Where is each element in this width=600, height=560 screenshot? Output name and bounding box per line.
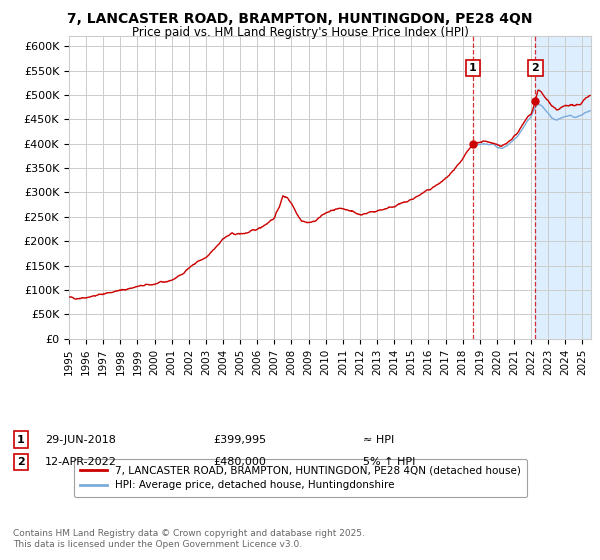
Legend: 7, LANCASTER ROAD, BRAMPTON, HUNTINGDON, PE28 4QN (detached house), HPI: Average: 7, LANCASTER ROAD, BRAMPTON, HUNTINGDON,… <box>74 459 527 497</box>
Text: 1: 1 <box>17 435 25 445</box>
Text: 1: 1 <box>469 63 477 73</box>
Text: 2: 2 <box>17 457 25 467</box>
Text: 29-JUN-2018: 29-JUN-2018 <box>45 435 116 445</box>
Text: 5% ↑ HPI: 5% ↑ HPI <box>363 457 415 467</box>
Text: Contains HM Land Registry data © Crown copyright and database right 2025.
This d: Contains HM Land Registry data © Crown c… <box>13 529 365 549</box>
Text: £480,000: £480,000 <box>213 457 266 467</box>
Bar <box>535 36 591 339</box>
Text: ≈ HPI: ≈ HPI <box>363 435 394 445</box>
Text: £399,995: £399,995 <box>213 435 266 445</box>
Text: 7, LANCASTER ROAD, BRAMPTON, HUNTINGDON, PE28 4QN: 7, LANCASTER ROAD, BRAMPTON, HUNTINGDON,… <box>67 12 533 26</box>
Text: 12-APR-2022: 12-APR-2022 <box>45 457 117 467</box>
Text: Price paid vs. HM Land Registry's House Price Index (HPI): Price paid vs. HM Land Registry's House … <box>131 26 469 39</box>
Text: 2: 2 <box>532 63 539 73</box>
